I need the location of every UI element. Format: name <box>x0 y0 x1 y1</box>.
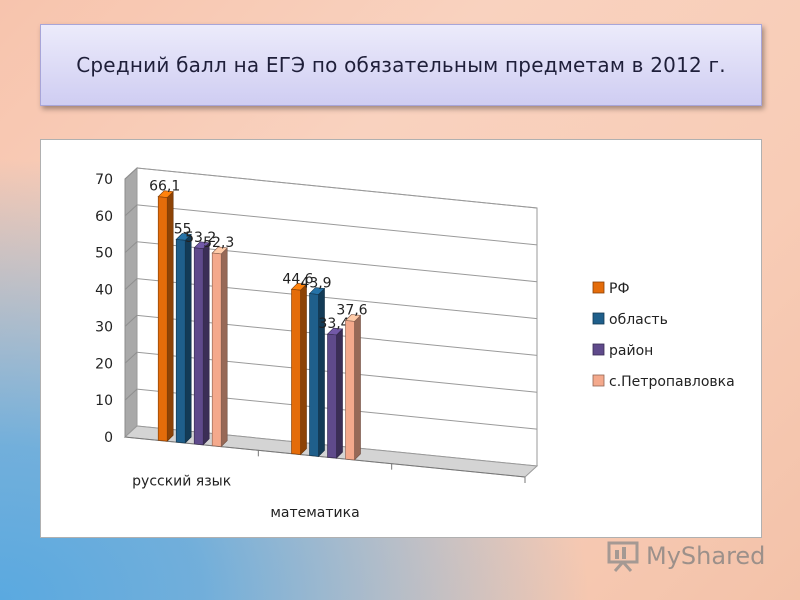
data-label: 33,4 <box>318 316 349 332</box>
bar-side-район <box>202 241 210 446</box>
y-tick-label: 20 <box>95 356 113 372</box>
legend-swatch <box>592 312 605 325</box>
watermark: MyShared <box>606 536 766 576</box>
legend-label: РФ <box>609 281 630 297</box>
data-label: 43,9 <box>300 276 331 292</box>
bar-с.Петропавловка-русский язык <box>211 252 222 447</box>
bar-РФ-русский язык <box>157 196 168 442</box>
legend-label: с.Петропавловка <box>609 374 735 390</box>
legend-swatch <box>592 374 605 387</box>
legend-label: область <box>609 312 668 328</box>
chart-side-wall <box>124 166 138 439</box>
legend-swatch <box>592 343 605 356</box>
x-axis-line <box>124 436 526 478</box>
data-label: 53,2 <box>185 230 216 246</box>
slide-title-box: Средний балл на ЕГЭ по обязательным пред… <box>40 24 762 106</box>
bar-side-с.Петропавловка <box>220 247 228 448</box>
x-category-label: русский язык <box>132 474 231 490</box>
gridline <box>136 204 538 246</box>
gridline-side <box>124 351 138 364</box>
data-label: 55 <box>174 221 192 237</box>
bar-район-математика <box>327 333 337 459</box>
gridline-side <box>124 278 138 290</box>
gridline-side <box>124 204 138 217</box>
bar-side-район <box>336 328 343 459</box>
y-tick-label: 0 <box>104 430 113 446</box>
gridline-side <box>124 167 138 180</box>
presentation-board-icon <box>607 541 639 572</box>
gridline-side <box>124 315 138 327</box>
y-tick-label: 70 <box>95 172 113 188</box>
chart-frame: 0 10 20 30 40 50 60 70 66,1 55 53,2 52,3 44,6 43,9 33,… <box>40 139 762 538</box>
gridline <box>136 167 538 209</box>
data-label: 44,6 <box>282 271 313 287</box>
legend-label: район <box>609 343 653 359</box>
bar-side-РФ <box>300 283 307 456</box>
data-label: 37,6 <box>336 302 367 318</box>
bar-область-математика <box>309 293 319 457</box>
x-category-label: математика <box>270 505 359 521</box>
bar-side-с.Петропавловка <box>354 314 361 461</box>
data-label: 66,1 <box>149 179 180 195</box>
bar-с.Петропавловка-математика <box>345 320 355 461</box>
y-tick-label: 30 <box>95 319 113 335</box>
bar-РФ-математика <box>291 288 301 455</box>
data-label: 52,3 <box>203 235 234 251</box>
y-tick-label: 50 <box>95 246 113 262</box>
gridline-side <box>124 241 138 254</box>
y-tick-label: 40 <box>95 283 113 299</box>
bar-область-русский язык <box>175 239 186 444</box>
bar-район-русский язык <box>193 247 204 446</box>
legend-swatch <box>592 281 605 294</box>
bar-side-область <box>318 287 325 458</box>
watermark-text: MyShared <box>646 542 766 570</box>
bar-side-область <box>184 233 192 444</box>
y-tick-label: 10 <box>95 393 113 409</box>
slide-title: Средний балл на ЕГЭ по обязательным пред… <box>76 53 726 77</box>
y-tick-label: 60 <box>95 209 113 225</box>
bar-side-РФ <box>166 190 174 442</box>
gridline-side <box>124 388 138 401</box>
